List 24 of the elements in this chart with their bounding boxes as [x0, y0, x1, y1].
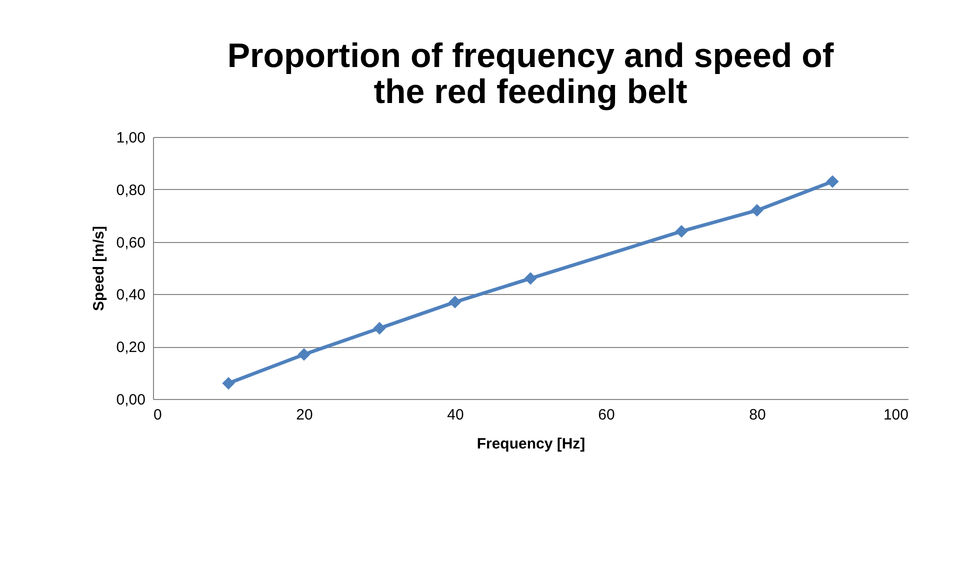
point [298, 348, 310, 361]
point [222, 376, 235, 390]
point [448, 296, 462, 308]
text: the red feeding belt [374, 73, 688, 111]
y-tick-label: 0,00 [116, 392, 146, 408]
y-axis-title: Speed [m/s] [90, 226, 108, 312]
y-tick-label: 0,80 [116, 182, 146, 199]
point [524, 272, 537, 285]
y-tick-label: 0,60 [116, 234, 146, 252]
x-tick-label: 60 [598, 406, 615, 424]
x-tick-label: 40 [447, 406, 464, 424]
x-tick-label: 80 [749, 406, 766, 424]
x-axis-title: Frequency [Hz] [476, 436, 586, 452]
x-tick-label: 0 [154, 406, 162, 424]
y-tick-label: 1,00 [116, 130, 146, 146]
x-tick-label: 20 [296, 406, 313, 424]
x-tick-label: 100 [883, 406, 908, 424]
text: Proportion of frequency and speed of [227, 37, 834, 75]
y-tick-label: 0,20 [116, 339, 146, 356]
point [373, 322, 386, 335]
point [675, 224, 688, 238]
y-tick-label: 0,40 [116, 286, 146, 304]
point [826, 175, 839, 188]
point [750, 204, 764, 217]
